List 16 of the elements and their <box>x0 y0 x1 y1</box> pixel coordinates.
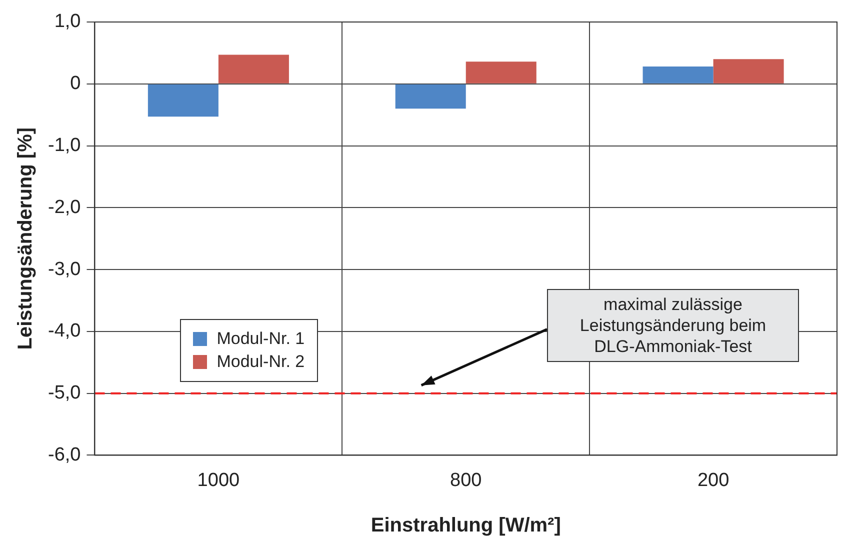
y-tick-label: -4,0 <box>48 320 81 342</box>
x-tick-label: 1000 <box>197 470 240 491</box>
y-tick-label: -1,0 <box>48 135 81 156</box>
y-axis-title: Leistungsänderung [%] <box>14 127 37 350</box>
x-axis-title: Einstrahlung [W/m²] <box>370 514 561 537</box>
note-box: maximal zulässige Leistungsänderung beim DLG-Ammoniak-Test <box>547 289 799 362</box>
legend-label: Modul-Nr. 2 <box>216 352 305 372</box>
y-tick-label: 1,0 <box>54 11 81 32</box>
y-tick-label: -2,0 <box>48 196 81 218</box>
legend-label: Modul-Nr. 1 <box>216 328 305 349</box>
y-tick-label: -3,0 <box>48 258 81 280</box>
x-tick-label: 800 <box>450 470 482 491</box>
y-tick-label: -6,0 <box>48 444 81 466</box>
y-tick-label: -5,0 <box>48 382 81 404</box>
y-tick-label: 0 <box>70 73 81 94</box>
x-tick-label: 200 <box>697 470 730 491</box>
